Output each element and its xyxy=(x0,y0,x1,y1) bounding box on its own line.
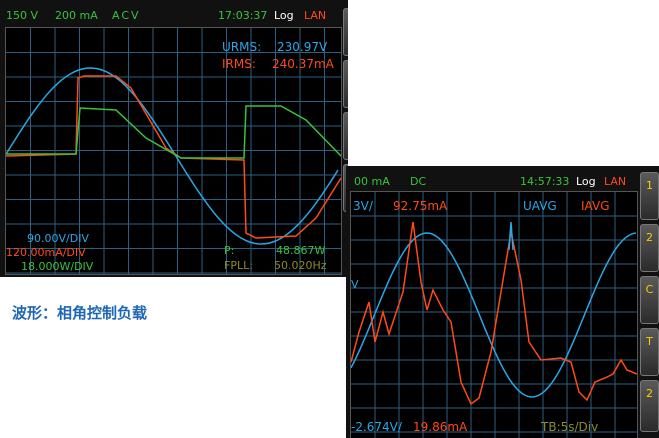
p-value: 48.867W xyxy=(276,244,326,257)
waveform-area-2: 3V/ 92.75mA UAVG IAVG V -2.674V/ 19.86mA… xyxy=(350,191,638,438)
voltage-trace xyxy=(6,67,339,245)
softkey2-1[interactable]: 1 xyxy=(640,172,659,220)
status-lan: LAN xyxy=(304,9,327,22)
waveform-plot-1 xyxy=(6,28,341,274)
iavg-label: IAVG xyxy=(581,199,610,213)
u-reading-bottom: -2.674V/ xyxy=(351,420,402,434)
status2-log: Log xyxy=(576,175,596,188)
figure-caption: 波形：相角控制负载 xyxy=(12,304,148,322)
softkey-r[interactable]: R xyxy=(343,164,348,212)
softkey2-2[interactable]: 2 xyxy=(640,224,659,272)
softkey-p[interactable]: P xyxy=(343,112,348,160)
v-side-mark: V xyxy=(351,278,359,291)
softkey2-1-label: 1 xyxy=(646,179,653,192)
softkey-u-label: U xyxy=(344,15,349,28)
i-reading-bottom: 19.86mA xyxy=(413,420,468,434)
timebase-label: TB:5s/Div xyxy=(541,420,599,434)
current-trace-2 xyxy=(351,221,637,406)
uavg-label: UAVG xyxy=(523,199,557,213)
status-time: 17:03:37 xyxy=(218,9,268,22)
irms-label: IRMS: xyxy=(222,57,256,71)
softkey2-2-label: 2 xyxy=(646,231,653,244)
fpll-value: 50.020Hz xyxy=(274,259,327,272)
i-reading-top: 92.75mA xyxy=(393,199,448,213)
status2-time: 14:57:33 xyxy=(520,175,570,188)
p-label: P: xyxy=(224,244,235,257)
current-trace xyxy=(6,75,341,239)
softkey-i[interactable]: I xyxy=(343,60,348,108)
status-u-range: 150 V xyxy=(6,9,39,22)
softkey2-c-label: C xyxy=(645,283,654,296)
status2-i-range: 00 mA xyxy=(354,175,390,188)
voltage-spike xyxy=(508,221,514,251)
p-scale: 18.000W/DIV xyxy=(21,260,94,273)
softkey2-2b[interactable]: 2 xyxy=(640,380,659,432)
softkey-p-label: P xyxy=(344,119,348,132)
status-i-range: 200 mA xyxy=(55,9,98,22)
softkey2-t-label: T xyxy=(646,335,653,348)
status2-lan: LAN xyxy=(604,175,627,188)
voltage-trace-2 xyxy=(351,232,637,398)
irms-value: 240.37mA xyxy=(272,57,334,71)
urms-value: 230.97V xyxy=(277,40,328,54)
u-reading-partial: 3V/ xyxy=(353,199,373,213)
waveform-plot-2 xyxy=(351,192,637,438)
softkey2-2b-label: 2 xyxy=(646,387,653,400)
softkey-u[interactable]: U xyxy=(343,8,348,56)
analyzer-screen-2: 00 mA DC 14:57:33 Log LAN 3V/ 92.75mA UA… xyxy=(346,166,659,438)
softkey2-c[interactable]: C xyxy=(640,276,659,324)
urms-label: URMS: xyxy=(222,40,262,54)
analyzer-screen-1: 150 V 200 mA ACV 17:03:37 Log LAN URMS: … xyxy=(0,0,348,277)
u-scale: 90.00V/DIV xyxy=(27,232,89,245)
i-scale: 120.00mA/DIV xyxy=(6,246,86,259)
status-log: Log xyxy=(274,9,294,22)
waveform-area-1: URMS: 230.97V IRMS: 240.37mA 90.00V/DIV … xyxy=(5,27,342,275)
softkey-i-label: I xyxy=(344,67,348,80)
fpll-label: FPLL: xyxy=(224,259,253,272)
softkey2-t[interactable]: T xyxy=(640,328,659,376)
status2-mode: DC xyxy=(410,175,427,188)
status-mode: ACV xyxy=(112,9,141,22)
power-trace xyxy=(6,105,341,159)
